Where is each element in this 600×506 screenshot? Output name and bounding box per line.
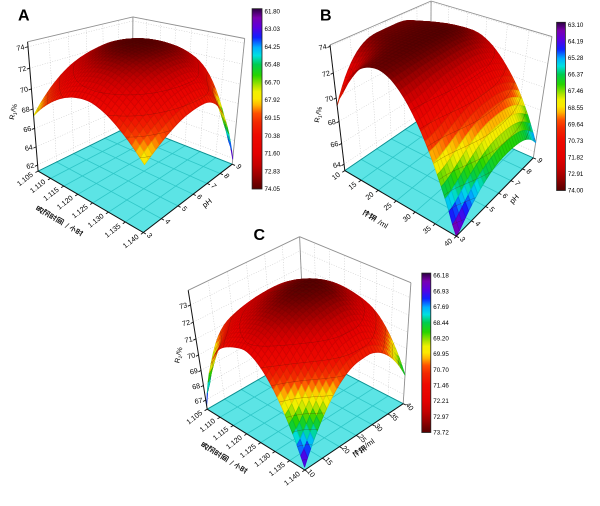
- svg-text:20: 20: [340, 444, 352, 456]
- svg-text:73.72: 73.72: [433, 430, 449, 437]
- svg-text:10: 10: [305, 467, 317, 479]
- svg-text:72.83: 72.83: [265, 168, 281, 175]
- svg-text:8: 8: [222, 171, 231, 180]
- svg-text:15: 15: [346, 180, 358, 192]
- svg-text:66.93: 66.93: [433, 288, 449, 295]
- svg-text:71.60: 71.60: [265, 151, 281, 158]
- svg-text:69.15: 69.15: [265, 115, 281, 122]
- svg-text:68.55: 68.55: [568, 105, 584, 112]
- svg-text:67.92: 67.92: [265, 97, 281, 104]
- svg-text:5: 5: [487, 205, 496, 214]
- svg-text:62: 62: [25, 161, 35, 171]
- svg-text:70: 70: [186, 350, 196, 360]
- svg-text:40: 40: [404, 401, 416, 413]
- svg-text:69.64: 69.64: [568, 121, 584, 128]
- svg-text:74.00: 74.00: [568, 188, 584, 195]
- svg-text:40: 40: [442, 236, 454, 248]
- svg-text:30: 30: [373, 422, 385, 434]
- svg-text:R1/%: R1/%: [314, 106, 326, 123]
- svg-text:69.95: 69.95: [433, 351, 449, 358]
- svg-text:A: A: [18, 8, 30, 25]
- svg-text:64.19: 64.19: [568, 39, 584, 46]
- svg-text:72: 72: [17, 64, 27, 74]
- svg-text:74.05: 74.05: [265, 186, 281, 193]
- svg-text:35: 35: [421, 224, 433, 236]
- svg-text:68: 68: [191, 381, 201, 391]
- svg-text:64: 64: [332, 160, 342, 170]
- svg-text:4: 4: [473, 219, 482, 228]
- svg-text:63.03: 63.03: [265, 26, 281, 33]
- svg-text:70: 70: [324, 93, 334, 103]
- svg-text:70.73: 70.73: [568, 138, 584, 145]
- svg-text:25: 25: [382, 200, 394, 212]
- svg-text:5: 5: [180, 204, 189, 213]
- svg-text:68.44: 68.44: [433, 320, 449, 327]
- svg-text:68: 68: [21, 104, 31, 114]
- svg-text:15: 15: [323, 455, 335, 467]
- svg-text:25: 25: [356, 432, 368, 444]
- svg-text:72.21: 72.21: [433, 398, 449, 405]
- svg-text:71.46: 71.46: [433, 383, 449, 390]
- svg-text:72: 72: [321, 68, 331, 78]
- svg-text:66.70: 66.70: [265, 79, 281, 86]
- svg-text:64: 64: [24, 142, 34, 152]
- svg-text:9: 9: [535, 156, 544, 165]
- svg-text:63.10: 63.10: [568, 22, 584, 29]
- svg-text:72.97: 72.97: [433, 414, 449, 421]
- svg-text:R1/%: R1/%: [174, 347, 186, 364]
- svg-text:70.70: 70.70: [433, 367, 449, 374]
- svg-text:70: 70: [19, 84, 29, 94]
- svg-text:9: 9: [234, 162, 243, 171]
- svg-text:8: 8: [524, 167, 533, 176]
- svg-text:3: 3: [145, 231, 154, 240]
- svg-text:66: 66: [22, 124, 32, 134]
- svg-text:71.82: 71.82: [568, 155, 584, 162]
- svg-text:R1/%: R1/%: [9, 103, 21, 120]
- svg-text:72.91: 72.91: [568, 171, 584, 178]
- svg-text:30: 30: [401, 212, 413, 224]
- svg-text:67.46: 67.46: [568, 88, 584, 95]
- svg-text:74: 74: [16, 42, 26, 52]
- svg-text:7: 7: [513, 179, 522, 188]
- svg-text:4: 4: [163, 217, 172, 226]
- svg-text:C: C: [254, 227, 266, 244]
- svg-text:67.69: 67.69: [433, 304, 449, 311]
- svg-text:61.80: 61.80: [265, 8, 281, 15]
- svg-text:71: 71: [184, 334, 194, 344]
- svg-text:66.18: 66.18: [433, 273, 449, 280]
- svg-text:20: 20: [364, 190, 376, 202]
- svg-text:69.20: 69.20: [433, 336, 449, 343]
- svg-text:69: 69: [189, 366, 199, 376]
- svg-text:73: 73: [178, 300, 188, 310]
- svg-text:7: 7: [209, 182, 218, 191]
- svg-text:66.37: 66.37: [568, 72, 584, 79]
- svg-text:B: B: [320, 8, 332, 25]
- svg-text:35: 35: [388, 411, 400, 423]
- svg-text:66: 66: [330, 139, 340, 149]
- svg-text:72: 72: [181, 318, 191, 328]
- svg-text:3: 3: [458, 235, 467, 244]
- svg-text:67: 67: [194, 396, 204, 406]
- svg-text:/: /: [64, 221, 71, 230]
- svg-text:70.38: 70.38: [265, 133, 281, 140]
- svg-text:6: 6: [500, 191, 509, 200]
- svg-text:65.28: 65.28: [568, 55, 584, 62]
- svg-text:10: 10: [330, 170, 342, 182]
- svg-text:74: 74: [318, 42, 328, 52]
- svg-text:64.25: 64.25: [265, 44, 281, 51]
- svg-text:65.48: 65.48: [265, 62, 281, 69]
- svg-text:6: 6: [195, 192, 204, 201]
- svg-text:/: /: [228, 459, 235, 468]
- svg-text:68: 68: [327, 117, 337, 127]
